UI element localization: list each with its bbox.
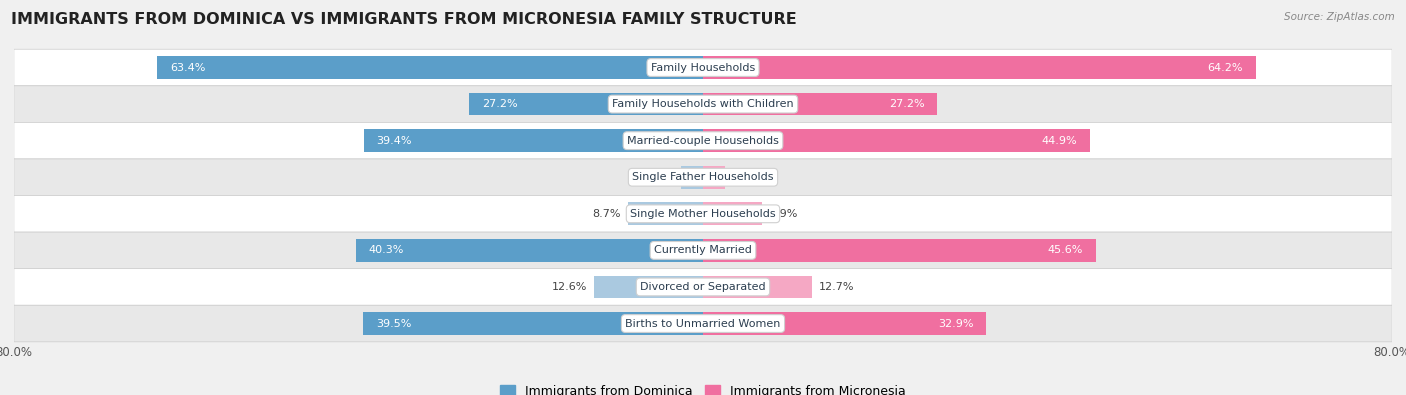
Bar xyxy=(157,56,703,79)
Text: Births to Unmarried Women: Births to Unmarried Women xyxy=(626,318,780,329)
Text: Family Households: Family Households xyxy=(651,62,755,73)
Bar xyxy=(628,203,703,225)
Bar xyxy=(682,166,703,188)
Text: 39.4%: 39.4% xyxy=(377,135,412,146)
Text: 27.2%: 27.2% xyxy=(889,99,924,109)
FancyBboxPatch shape xyxy=(14,159,1392,196)
Bar xyxy=(468,93,703,115)
FancyBboxPatch shape xyxy=(14,269,1392,305)
Text: 32.9%: 32.9% xyxy=(938,318,973,329)
Bar xyxy=(703,166,725,188)
Text: 8.7%: 8.7% xyxy=(593,209,621,219)
FancyBboxPatch shape xyxy=(14,196,1392,232)
Text: 44.9%: 44.9% xyxy=(1040,135,1077,146)
Text: 12.7%: 12.7% xyxy=(820,282,855,292)
Bar xyxy=(363,312,703,335)
Text: 2.5%: 2.5% xyxy=(647,172,675,182)
Bar xyxy=(703,56,1256,79)
Text: 2.6%: 2.6% xyxy=(733,172,761,182)
FancyBboxPatch shape xyxy=(14,86,1392,122)
Bar xyxy=(703,203,762,225)
Text: Family Households with Children: Family Households with Children xyxy=(612,99,794,109)
FancyBboxPatch shape xyxy=(14,305,1392,342)
Text: 27.2%: 27.2% xyxy=(482,99,517,109)
Bar xyxy=(703,312,987,335)
FancyBboxPatch shape xyxy=(14,49,1392,86)
Bar xyxy=(595,276,703,298)
Text: Currently Married: Currently Married xyxy=(654,245,752,256)
FancyBboxPatch shape xyxy=(14,122,1392,159)
Bar xyxy=(703,129,1090,152)
Text: 45.6%: 45.6% xyxy=(1047,245,1083,256)
Bar xyxy=(356,239,703,262)
Text: Source: ZipAtlas.com: Source: ZipAtlas.com xyxy=(1284,12,1395,22)
Text: Married-couple Households: Married-couple Households xyxy=(627,135,779,146)
Text: Single Mother Households: Single Mother Households xyxy=(630,209,776,219)
Text: 63.4%: 63.4% xyxy=(170,62,205,73)
Bar xyxy=(703,239,1095,262)
Bar xyxy=(364,129,703,152)
FancyBboxPatch shape xyxy=(14,232,1392,269)
Text: 64.2%: 64.2% xyxy=(1208,62,1243,73)
Bar xyxy=(703,276,813,298)
Text: IMMIGRANTS FROM DOMINICA VS IMMIGRANTS FROM MICRONESIA FAMILY STRUCTURE: IMMIGRANTS FROM DOMINICA VS IMMIGRANTS F… xyxy=(11,12,797,27)
Text: 40.3%: 40.3% xyxy=(368,245,405,256)
Text: 6.9%: 6.9% xyxy=(769,209,797,219)
Legend: Immigrants from Dominica, Immigrants from Micronesia: Immigrants from Dominica, Immigrants fro… xyxy=(495,380,911,395)
Text: Divorced or Separated: Divorced or Separated xyxy=(640,282,766,292)
Bar xyxy=(703,93,938,115)
Text: 39.5%: 39.5% xyxy=(375,318,411,329)
Text: Single Father Households: Single Father Households xyxy=(633,172,773,182)
Text: 12.6%: 12.6% xyxy=(553,282,588,292)
